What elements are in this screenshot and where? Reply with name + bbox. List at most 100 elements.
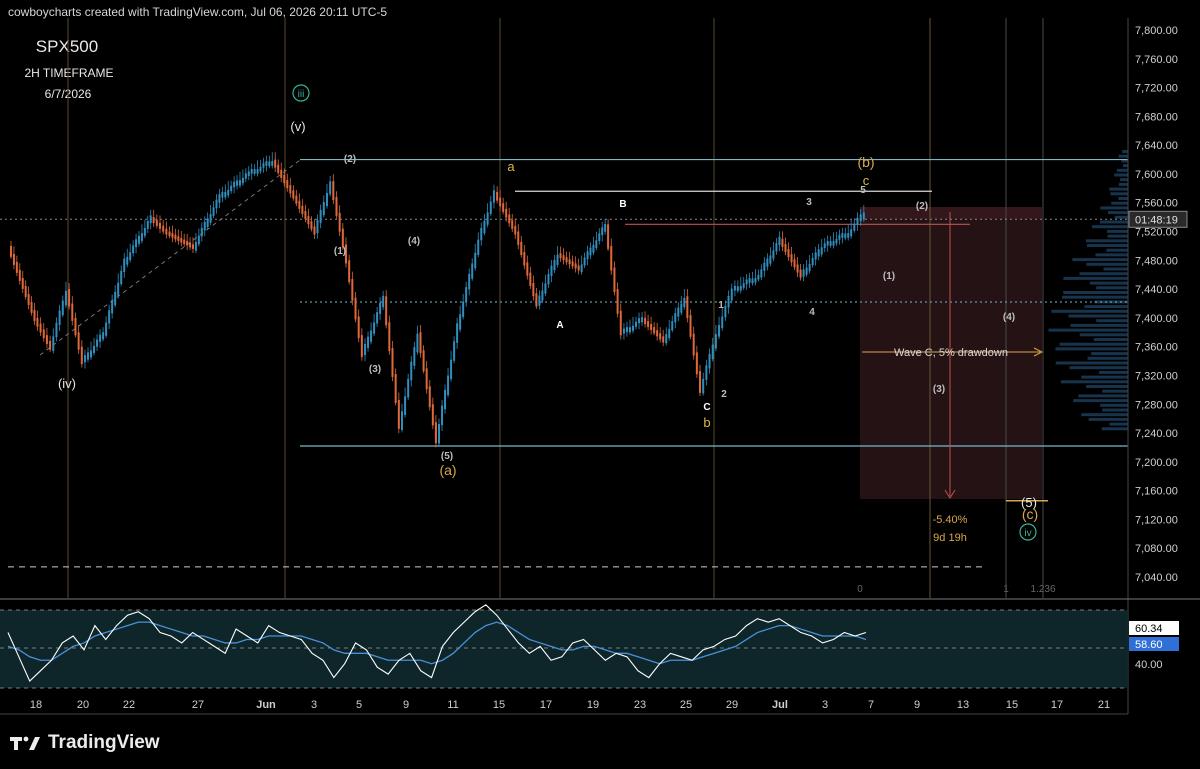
y-tick-label: 7,440.00 (1135, 284, 1178, 296)
wave-label: B (619, 199, 626, 210)
tradingview-logo-icon (10, 736, 40, 750)
candle-body (345, 244, 348, 264)
candle-body (197, 235, 200, 245)
candle-body (224, 191, 227, 198)
candle-body (802, 269, 805, 277)
x-tick-label: 9 (403, 699, 409, 711)
candle-body (826, 240, 829, 246)
y-tick-label: 7,200.00 (1135, 457, 1178, 469)
candle-body (277, 164, 280, 173)
volume-profile-bar (1096, 319, 1128, 323)
candle-body (514, 225, 517, 235)
candle-body (298, 200, 301, 209)
candle-body (111, 300, 114, 314)
wave-c-arrowhead (1033, 347, 1044, 357)
candle-body (438, 423, 440, 444)
x-tick-label: 20 (77, 699, 89, 711)
candle-body (262, 163, 265, 168)
candle-body (787, 249, 790, 258)
volume-profile-bar (1051, 309, 1128, 313)
volume-profile-bar (1092, 225, 1128, 229)
candle-body (705, 365, 708, 380)
wave-label: (1) (334, 246, 346, 257)
wave-label: (c) (1022, 506, 1038, 522)
candle-body (364, 343, 367, 356)
candle-body (21, 277, 24, 289)
candle-body (325, 192, 328, 207)
candle-body (335, 196, 338, 216)
candle-body (483, 220, 486, 234)
wave-label: (b) (857, 154, 874, 170)
candle-body (662, 336, 665, 343)
candle-body (529, 272, 532, 286)
candle-body (132, 245, 135, 254)
candle-body (385, 296, 388, 326)
candle-body (152, 217, 155, 224)
y-tick-label: 7,520.00 (1135, 227, 1178, 239)
candle-body (628, 327, 631, 333)
candle-body (271, 161, 274, 166)
candle-body (230, 185, 233, 192)
volume-profile-bar (1086, 244, 1128, 247)
candle-body (61, 300, 64, 316)
candle-body (39, 323, 42, 333)
candle-body (244, 173, 247, 179)
candle-body (159, 222, 162, 229)
candle-body (610, 245, 613, 271)
volume-profile-bar (1114, 173, 1128, 177)
candle-body (18, 269, 21, 281)
candle-body (52, 336, 55, 351)
wave-label: 1 (718, 300, 724, 311)
candle-body (341, 228, 344, 248)
wave-label: (4) (408, 236, 420, 247)
candle-body (571, 261, 574, 267)
candle-body (140, 233, 143, 241)
candle-body (274, 159, 277, 168)
x-tick-label: 7 (868, 699, 874, 711)
x-tick-label: 9 (914, 699, 920, 711)
candle-body (568, 259, 571, 265)
candle-body (583, 257, 586, 266)
candle-body (477, 239, 480, 255)
volume-profile-bar (1068, 314, 1128, 318)
wave-label: (3) (369, 364, 381, 375)
candle-body (391, 348, 394, 378)
wave-label: (a) (439, 462, 456, 478)
attribution-text: cowboycharts created with TradingView.co… (8, 5, 388, 19)
candle-body (862, 212, 865, 220)
candle-body (677, 307, 680, 317)
candle-body (517, 231, 520, 245)
volume-profile-bar (1072, 258, 1128, 262)
x-tick-label: 23 (634, 699, 646, 711)
candle-body (607, 224, 610, 249)
candle-body (77, 332, 80, 350)
volume-profile-bar (1101, 427, 1128, 431)
candle-body (236, 180, 239, 186)
y-tick-label: 7,120.00 (1135, 514, 1178, 526)
volume-profile-bar (1086, 385, 1128, 388)
candle-body (520, 241, 523, 256)
candle-body (401, 411, 404, 430)
candle-body (253, 169, 256, 174)
candle-body (474, 252, 477, 269)
candle-body (268, 161, 271, 167)
volume-profile-bar (1084, 305, 1128, 309)
y-tick-label: 7,240.00 (1135, 428, 1178, 440)
wave-label: iv (1024, 528, 1031, 539)
fib-1236: 1.236 (1030, 584, 1055, 595)
y-tick-label: 7,080.00 (1135, 543, 1178, 555)
candle-body (313, 226, 316, 235)
x-tick-label: Jul (772, 699, 788, 711)
candle-body (847, 233, 850, 238)
candle-body (155, 220, 158, 226)
volume-profile-bar (1100, 206, 1128, 210)
candle-body (665, 334, 668, 344)
volume-profile-bar (1091, 352, 1128, 356)
candle-body (835, 238, 838, 244)
trend-line (39, 159, 301, 356)
wave-label: (3) (933, 384, 945, 395)
volume-profile-bar (1096, 286, 1128, 290)
candle-body (376, 312, 379, 324)
candle-body (699, 371, 702, 393)
